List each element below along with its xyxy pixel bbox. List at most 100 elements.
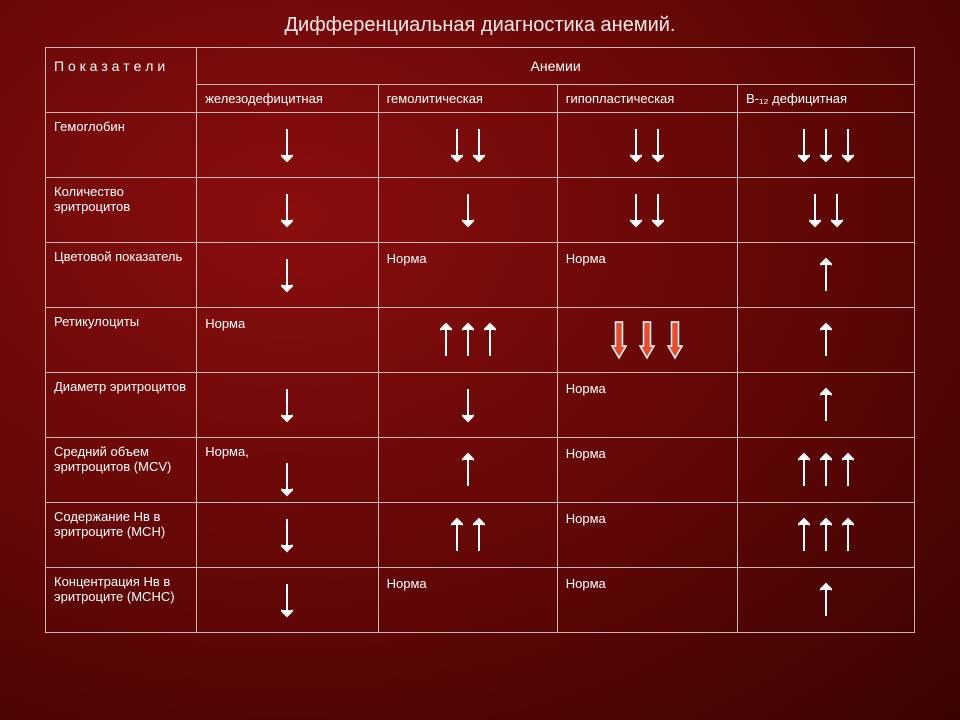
table-cell <box>738 308 915 373</box>
arrow-up-icon <box>842 517 854 553</box>
table-cell <box>378 113 557 178</box>
arrow-down-icon <box>451 127 463 163</box>
cell-text: Норма <box>566 446 606 461</box>
page-title: Дифференциальная диагностика анемий. <box>0 0 960 47</box>
bold-arrow-down-icon <box>610 320 628 360</box>
arrow-down-icon <box>462 192 474 228</box>
arrow-down-icon <box>831 192 843 228</box>
table-cell: Норма <box>557 373 737 438</box>
arrow-down-icon <box>842 127 854 163</box>
arrow-down-icon <box>462 387 474 423</box>
cell-arrows <box>205 184 369 236</box>
table-cell <box>378 438 557 503</box>
cell-arrows <box>566 119 729 171</box>
cell-arrows <box>746 379 906 431</box>
cell-arrows <box>746 509 906 561</box>
cell-arrows <box>746 184 906 236</box>
arrow-up-icon <box>451 517 463 553</box>
arrow-down-icon <box>652 192 664 228</box>
col-1-text: гемолитическая <box>387 91 483 106</box>
arrow-up-icon <box>440 322 452 358</box>
table-row: Диаметр эритроцитов Норма <box>46 373 915 438</box>
table-cell <box>738 438 915 503</box>
table-cell: Норма <box>378 568 557 633</box>
table-cell: Норма, <box>197 438 378 503</box>
arrow-up-icon <box>820 387 832 423</box>
arrow-down-icon <box>630 192 642 228</box>
table-row: Содержание Нв в эритроците (MCH) Норма <box>46 503 915 568</box>
row-label: Средний объем эритроцитов (MCV) <box>46 438 197 503</box>
row-label: Диаметр эритроцитов <box>46 373 197 438</box>
arrow-down-icon <box>652 127 664 163</box>
cell-text: Норма <box>566 381 606 396</box>
row-label: Концентрация Нв в эритроците (MCHC) <box>46 568 197 633</box>
arrow-up-icon <box>462 452 474 488</box>
col-2-text: гипопластическая <box>566 91 675 106</box>
arrow-down-icon <box>809 192 821 228</box>
cell-text: Норма <box>566 576 606 591</box>
table-cell <box>197 178 378 243</box>
table-cell <box>738 373 915 438</box>
table-cell <box>557 308 737 373</box>
arrow-down-icon <box>281 461 293 497</box>
table-row: Концентрация Нв в эритроците (MCHC) Норм… <box>46 568 915 633</box>
arrow-down-icon <box>473 127 485 163</box>
arrow-up-icon <box>462 322 474 358</box>
table-cell <box>738 503 915 568</box>
arrow-up-icon <box>484 322 496 358</box>
cell-text: Норма, <box>205 444 369 459</box>
header-group-text: Анемии <box>531 58 581 74</box>
arrow-down-icon <box>281 582 293 618</box>
cell-arrows <box>746 119 906 171</box>
arrow-up-icon <box>820 582 832 618</box>
bold-arrow-down-icon <box>666 320 684 360</box>
table-row: РетикулоцитыНорма <box>46 308 915 373</box>
row-label: Содержание Нв в эритроците (MCH) <box>46 503 197 568</box>
arrow-up-icon <box>820 517 832 553</box>
bold-arrow-down-icon <box>638 320 656 360</box>
table-cell <box>197 503 378 568</box>
anemia-table: П о к а з а т е л и Анемии железодефицит… <box>45 47 915 633</box>
arrow-down-icon <box>281 257 293 293</box>
table-cell <box>378 373 557 438</box>
header-row-1: П о к а з а т е л и Анемии <box>46 48 915 85</box>
cell-arrows <box>746 249 906 301</box>
table-cell <box>557 113 737 178</box>
cell-arrows <box>387 444 549 496</box>
table-cell <box>738 568 915 633</box>
arrow-up-icon <box>798 517 810 553</box>
table-body: Гемоглобин Количество эритроцитов <box>46 113 915 633</box>
cell-arrows <box>205 379 369 431</box>
table-cell <box>197 113 378 178</box>
table-cell: Норма <box>378 243 557 308</box>
row-label: Ретикулоциты <box>46 308 197 373</box>
cell-text: Норма <box>566 251 606 266</box>
header-rowlabel: П о к а з а т е л и <box>46 48 197 113</box>
arrow-up-icon <box>473 517 485 553</box>
arrow-up-icon <box>820 452 832 488</box>
arrow-up-icon <box>798 452 810 488</box>
cell-text: Норма <box>566 511 606 526</box>
cell-arrows <box>566 184 729 236</box>
table-cell: Норма <box>197 308 378 373</box>
col-1: гемолитическая <box>378 85 557 113</box>
header-rowlabel-text: П о к а з а т е л и <box>54 58 165 74</box>
cell-arrows <box>746 314 906 366</box>
table-cell <box>378 308 557 373</box>
cell-arrows <box>746 444 906 496</box>
col-3: В-₁₂ дефицитная <box>738 85 915 113</box>
table-cell <box>738 243 915 308</box>
table-row: Средний объем эритроцитов (MCV) Норма, Но… <box>46 438 915 503</box>
cell-arrows <box>566 314 729 366</box>
table-cell <box>557 178 737 243</box>
table-cell <box>378 178 557 243</box>
cell-arrows <box>205 119 369 171</box>
table-cell: Норма <box>557 438 737 503</box>
table-row: Количество эритроцитов <box>46 178 915 243</box>
row-label: Количество эритроцитов <box>46 178 197 243</box>
arrow-up-icon <box>820 257 832 293</box>
table-cell <box>378 503 557 568</box>
col-0: железодефицитная <box>197 85 378 113</box>
table-cell <box>197 373 378 438</box>
arrow-down-icon <box>820 127 832 163</box>
